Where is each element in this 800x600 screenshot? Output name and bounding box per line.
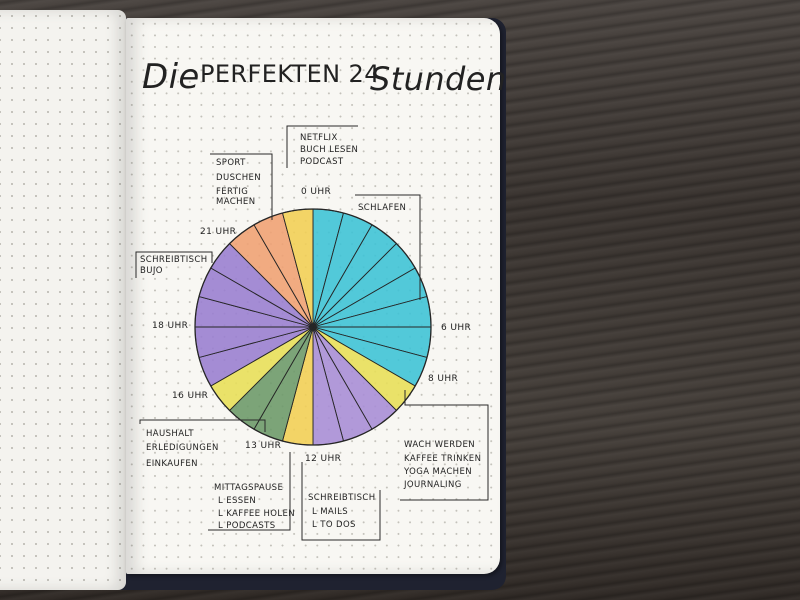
svg-text:EINKAUFEN: EINKAUFEN	[146, 459, 198, 469]
title-script-word-2: Stunden	[370, 60, 507, 98]
note-wake: WACH WERDEN KAFFEE TRINKEN YOGA MACHEN J…	[403, 440, 481, 490]
svg-text:NETFLIX: NETFLIX	[300, 133, 338, 143]
svg-text:MACHEN: MACHEN	[216, 197, 255, 207]
svg-text:KAFFEE TRINKEN: KAFFEE TRINKEN	[404, 454, 481, 464]
note-work: SCHREIBTISCH L MAILS L TO DOS	[308, 493, 376, 530]
note-lunch: MITTAGSPAUSE L ESSEN L KAFFEE HOLEN L PO…	[214, 483, 295, 531]
hour-label-12: 12 UHR	[305, 454, 341, 464]
hour-label-13: 13 UHR	[245, 441, 281, 451]
svg-text:SPORT: SPORT	[216, 158, 246, 168]
svg-text:L PODCASTS: L PODCASTS	[218, 521, 276, 531]
hour-label-18: 18 UHR	[152, 321, 188, 331]
title-caps-word: PERFEKTEN 24	[200, 60, 380, 88]
svg-text:SCHREIBTISCH: SCHREIBTISCH	[140, 255, 208, 265]
svg-text:L KAFFEE HOLEN: L KAFFEE HOLEN	[218, 509, 295, 519]
svg-text:DUSCHEN: DUSCHEN	[216, 173, 261, 183]
svg-text:BUJO: BUJO	[140, 266, 163, 276]
left-notebook-page	[0, 10, 126, 590]
hour-label-6: 6 UHR	[441, 323, 471, 333]
hour-label-0: 0 UHR	[301, 187, 331, 197]
svg-text:L MAILS: L MAILS	[312, 507, 348, 517]
svg-text:L TO DOS: L TO DOS	[312, 520, 356, 530]
hour-label-16: 16 UHR	[172, 391, 208, 401]
svg-text:SCHLAFEN: SCHLAFEN	[358, 203, 406, 213]
day-pie-chart	[194, 208, 432, 446]
hour-label-8: 8 UHR	[428, 374, 458, 384]
svg-text:HAUSHALT: HAUSHALT	[146, 429, 194, 439]
svg-text:FERTIG: FERTIG	[216, 187, 248, 197]
svg-text:YOGA MACHEN: YOGA MACHEN	[403, 467, 472, 477]
note-evening: NETFLIX BUCH LESEN PODCAST	[300, 133, 358, 167]
note-morning-prep: SPORT DUSCHEN FERTIG MACHEN	[216, 158, 261, 207]
svg-text:SCHREIBTISCH: SCHREIBTISCH	[308, 493, 376, 503]
pie-outline	[194, 208, 432, 446]
svg-text:MITTAGSPAUSE: MITTAGSPAUSE	[214, 483, 283, 493]
svg-text:ERLEDIGUNGEN: ERLEDIGUNGEN	[146, 443, 219, 453]
svg-text:BUCH LESEN: BUCH LESEN	[300, 145, 358, 155]
note-household: HAUSHALT ERLEDIGUNGEN EINKAUFEN	[146, 429, 219, 469]
note-desk: SCHREIBTISCH BUJO	[140, 255, 208, 276]
callout-lines	[135, 125, 489, 541]
svg-text:WACH WERDEN: WACH WERDEN	[404, 440, 475, 450]
svg-text:JOURNALING: JOURNALING	[403, 480, 462, 490]
hour-label-21: 21 UHR	[200, 227, 236, 237]
note-sleep: SCHLAFEN	[358, 203, 406, 213]
svg-text:L ESSEN: L ESSEN	[218, 496, 256, 506]
title-script-word: Die	[142, 57, 200, 97]
svg-text:PODCAST: PODCAST	[300, 157, 344, 167]
